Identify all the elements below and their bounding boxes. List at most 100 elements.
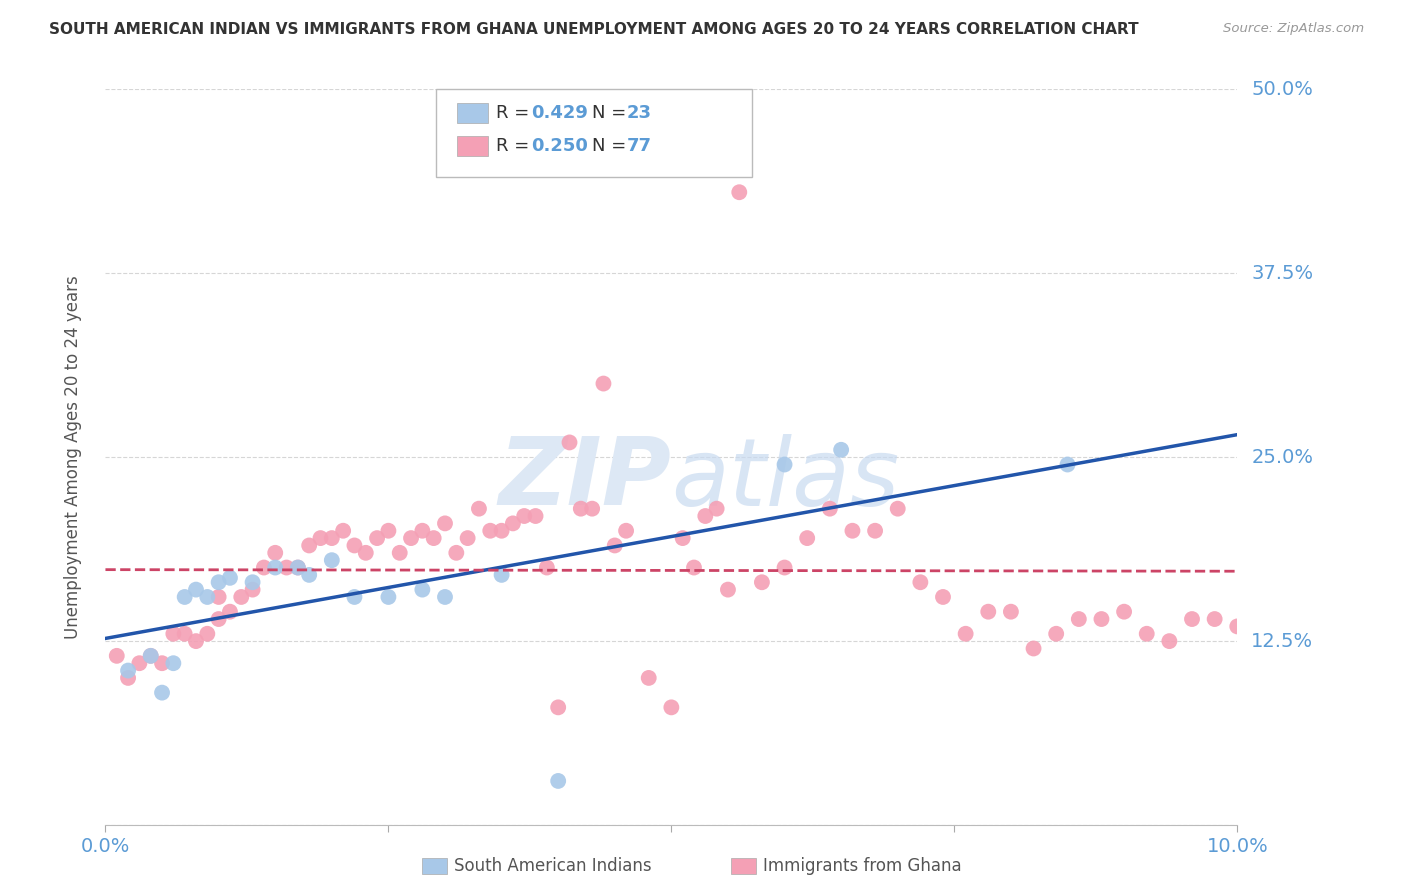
- Point: [321, 553, 343, 567]
- Point: [491, 568, 513, 582]
- Point: [569, 501, 592, 516]
- Point: [139, 648, 162, 663]
- Point: [377, 524, 399, 538]
- Point: [105, 648, 128, 663]
- Point: [287, 560, 309, 574]
- Point: [309, 531, 332, 545]
- Point: [264, 546, 287, 560]
- Point: [717, 582, 740, 597]
- Point: [411, 524, 433, 538]
- Point: [661, 700, 683, 714]
- Point: [683, 560, 706, 574]
- Point: [536, 560, 558, 574]
- Point: [117, 671, 139, 685]
- Point: [399, 531, 422, 545]
- Point: [208, 612, 231, 626]
- Point: [150, 657, 173, 671]
- Point: [366, 531, 388, 545]
- Point: [592, 376, 614, 391]
- Point: [1181, 612, 1204, 626]
- Point: [706, 501, 728, 516]
- Point: [433, 516, 456, 531]
- Point: [1204, 612, 1226, 626]
- Point: [276, 560, 298, 574]
- Point: [728, 186, 751, 200]
- Point: [479, 524, 502, 538]
- Point: [208, 575, 231, 590]
- Point: [388, 546, 411, 560]
- Point: [446, 546, 468, 560]
- Point: [796, 531, 818, 545]
- Text: 23: 23: [627, 104, 652, 122]
- Point: [411, 582, 433, 597]
- Point: [433, 590, 456, 604]
- Point: [219, 571, 242, 585]
- Point: [117, 664, 139, 678]
- Text: Immigrants from Ghana: Immigrants from Ghana: [763, 857, 962, 875]
- Point: [841, 524, 863, 538]
- Point: [513, 508, 536, 523]
- Point: [1045, 626, 1067, 640]
- Point: [614, 524, 637, 538]
- Point: [184, 582, 207, 597]
- Point: [581, 501, 603, 516]
- Y-axis label: Unemployment Among Ages 20 to 24 years: Unemployment Among Ages 20 to 24 years: [63, 276, 82, 639]
- Text: 0.429: 0.429: [531, 104, 588, 122]
- Point: [603, 538, 626, 552]
- Point: [955, 626, 977, 640]
- Point: [1159, 634, 1181, 648]
- Point: [332, 524, 354, 538]
- Point: [637, 671, 659, 685]
- Point: [1226, 619, 1249, 633]
- Point: [422, 531, 444, 545]
- Point: [242, 582, 264, 597]
- Point: [1056, 458, 1078, 472]
- Text: 77: 77: [627, 137, 652, 155]
- Text: R =: R =: [496, 137, 536, 155]
- Point: [695, 508, 717, 523]
- Point: [1090, 612, 1112, 626]
- Text: 12.5%: 12.5%: [1251, 632, 1313, 650]
- Text: ZIP: ZIP: [499, 434, 672, 525]
- Point: [150, 686, 173, 700]
- Point: [128, 657, 150, 671]
- Point: [457, 531, 479, 545]
- Point: [1000, 605, 1022, 619]
- Point: [773, 560, 796, 574]
- Point: [932, 590, 955, 604]
- Point: [242, 575, 264, 590]
- Point: [321, 531, 343, 545]
- Point: [231, 590, 253, 604]
- Point: [139, 648, 162, 663]
- Point: [253, 560, 276, 574]
- Point: [524, 508, 547, 523]
- Point: [298, 538, 321, 552]
- Point: [818, 501, 841, 516]
- Point: [298, 568, 321, 582]
- Point: [887, 501, 910, 516]
- Text: Source: ZipAtlas.com: Source: ZipAtlas.com: [1223, 22, 1364, 36]
- Point: [195, 590, 218, 604]
- Text: 50.0%: 50.0%: [1251, 79, 1313, 99]
- Text: 0.250: 0.250: [531, 137, 588, 155]
- Point: [977, 605, 1000, 619]
- Point: [208, 590, 231, 604]
- Point: [219, 605, 242, 619]
- Point: [173, 626, 195, 640]
- Point: [910, 575, 932, 590]
- Point: [173, 590, 195, 604]
- Text: N =: N =: [592, 104, 631, 122]
- Point: [863, 524, 886, 538]
- Point: [343, 590, 366, 604]
- Point: [773, 458, 796, 472]
- Point: [830, 442, 852, 457]
- Text: 37.5%: 37.5%: [1251, 264, 1313, 283]
- Point: [547, 774, 569, 789]
- Text: R =: R =: [496, 104, 536, 122]
- Point: [1067, 612, 1090, 626]
- Point: [184, 634, 207, 648]
- Point: [162, 657, 184, 671]
- Text: SOUTH AMERICAN INDIAN VS IMMIGRANTS FROM GHANA UNEMPLOYMENT AMONG AGES 20 TO 24 : SOUTH AMERICAN INDIAN VS IMMIGRANTS FROM…: [49, 22, 1139, 37]
- Point: [547, 700, 569, 714]
- Text: South American Indians: South American Indians: [454, 857, 652, 875]
